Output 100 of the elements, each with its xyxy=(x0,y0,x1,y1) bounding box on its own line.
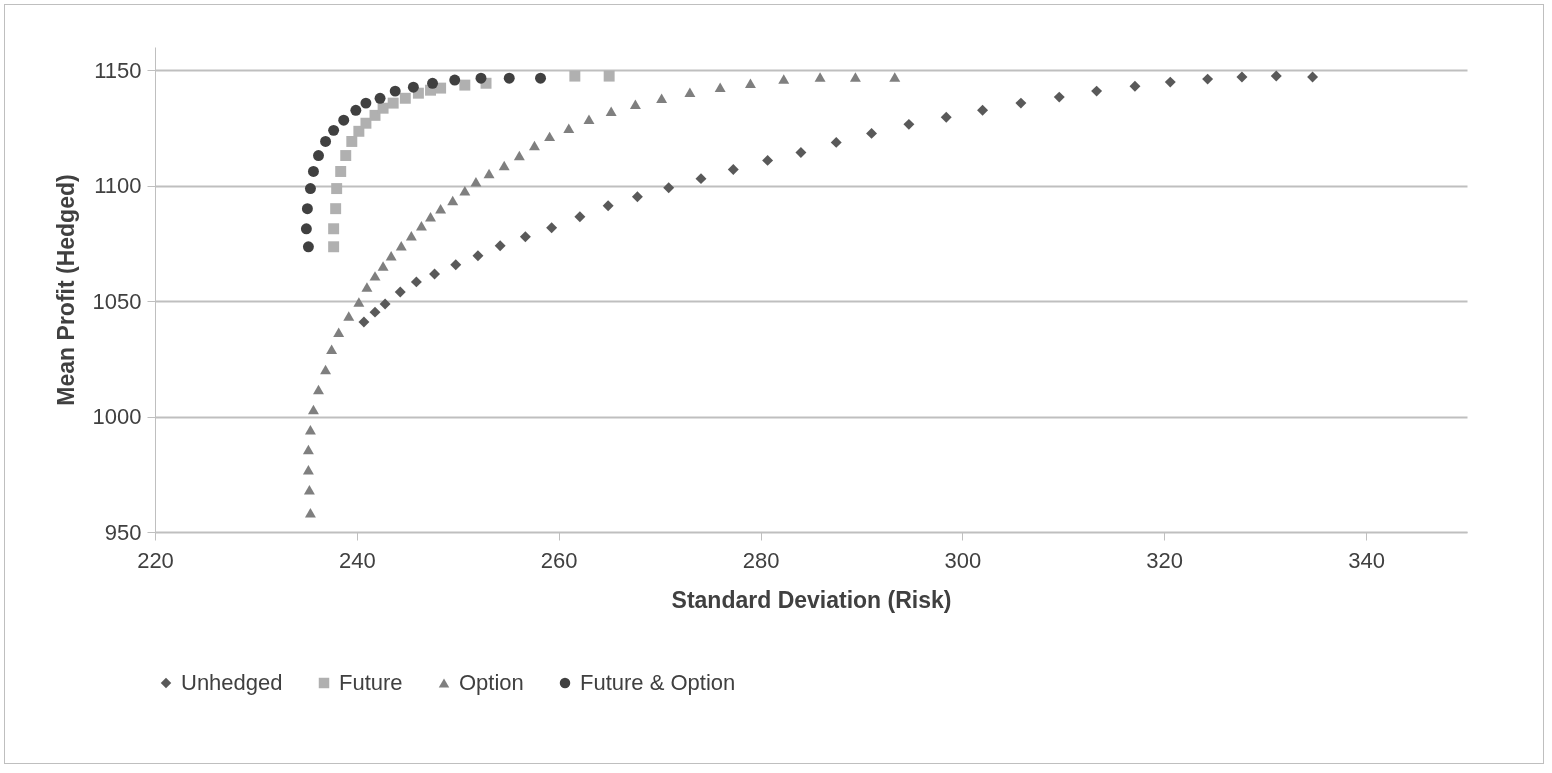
point xyxy=(328,241,340,253)
point xyxy=(459,79,471,91)
point xyxy=(407,81,419,93)
point xyxy=(307,166,319,177)
point xyxy=(429,268,441,280)
point xyxy=(1129,80,1141,92)
point xyxy=(307,404,319,415)
point xyxy=(830,136,842,148)
point xyxy=(535,72,546,84)
point xyxy=(394,286,406,298)
point xyxy=(574,211,586,223)
x-tick-label: 240 xyxy=(338,547,376,573)
point xyxy=(503,72,515,84)
point xyxy=(361,282,373,292)
legend-label: Option xyxy=(459,670,524,695)
point xyxy=(330,203,342,215)
legend-label: Unhedged xyxy=(181,670,283,695)
legend-label: Future & Option xyxy=(580,670,736,695)
point xyxy=(389,85,401,97)
point xyxy=(346,135,358,147)
x-tick-label: 320 xyxy=(1146,547,1184,573)
point xyxy=(519,231,531,243)
point xyxy=(302,464,314,475)
point xyxy=(326,344,338,355)
point xyxy=(374,92,386,104)
point xyxy=(333,327,345,337)
point xyxy=(379,298,391,310)
point xyxy=(304,508,316,518)
point xyxy=(778,74,790,84)
point xyxy=(684,87,696,98)
point xyxy=(695,173,707,185)
y-axis-title: Mean Profit (Hedged) xyxy=(52,174,79,406)
point xyxy=(399,92,411,104)
point xyxy=(395,241,407,251)
point xyxy=(498,160,510,171)
point xyxy=(602,200,614,212)
point xyxy=(369,306,381,318)
point xyxy=(629,99,641,110)
point xyxy=(940,111,952,123)
point xyxy=(1164,76,1176,88)
point xyxy=(494,240,506,252)
x-tick-label: 280 xyxy=(742,547,780,573)
point xyxy=(304,183,316,195)
point xyxy=(483,168,495,179)
y-tick-label: 1150 xyxy=(94,57,142,83)
point xyxy=(795,147,807,159)
y-tick-label: 950 xyxy=(104,519,142,545)
point xyxy=(435,203,447,214)
point xyxy=(320,135,332,147)
x-tick-label: 260 xyxy=(540,547,578,573)
point xyxy=(301,203,313,215)
point xyxy=(353,297,365,307)
point xyxy=(470,176,482,187)
point xyxy=(331,183,343,195)
point xyxy=(762,154,774,166)
point xyxy=(1307,71,1319,83)
point xyxy=(563,123,575,134)
point xyxy=(300,223,312,235)
point xyxy=(415,221,427,231)
point xyxy=(377,261,389,271)
point xyxy=(320,364,332,375)
point xyxy=(744,78,756,88)
point xyxy=(513,150,525,161)
point xyxy=(1015,97,1027,109)
point xyxy=(1270,70,1282,82)
point xyxy=(302,444,314,455)
x-tick-label: 220 xyxy=(137,547,174,573)
x-tick-label: 300 xyxy=(944,547,982,573)
point xyxy=(544,131,556,142)
y-tick-label: 1000 xyxy=(92,404,142,430)
point xyxy=(369,271,381,281)
point xyxy=(449,74,461,86)
point xyxy=(335,166,347,177)
point xyxy=(583,114,595,125)
point xyxy=(427,77,439,89)
point xyxy=(302,241,314,253)
x-tick-label: 340 xyxy=(1348,547,1385,573)
point xyxy=(360,97,372,109)
point xyxy=(303,484,315,495)
point xyxy=(472,250,484,262)
point xyxy=(889,72,901,82)
point xyxy=(603,70,615,82)
point xyxy=(1236,71,1248,83)
point xyxy=(447,195,459,206)
point xyxy=(1053,91,1065,103)
point xyxy=(903,118,915,130)
point xyxy=(656,93,668,104)
point xyxy=(435,82,447,94)
point xyxy=(714,82,726,92)
y-tick-label: 1100 xyxy=(94,173,142,199)
point xyxy=(475,72,487,84)
point xyxy=(866,127,878,139)
point xyxy=(727,163,739,175)
point xyxy=(605,106,617,116)
point xyxy=(304,424,316,435)
point xyxy=(410,276,422,288)
point xyxy=(313,384,324,395)
point xyxy=(360,117,372,129)
point xyxy=(377,102,389,114)
point xyxy=(1202,73,1214,85)
